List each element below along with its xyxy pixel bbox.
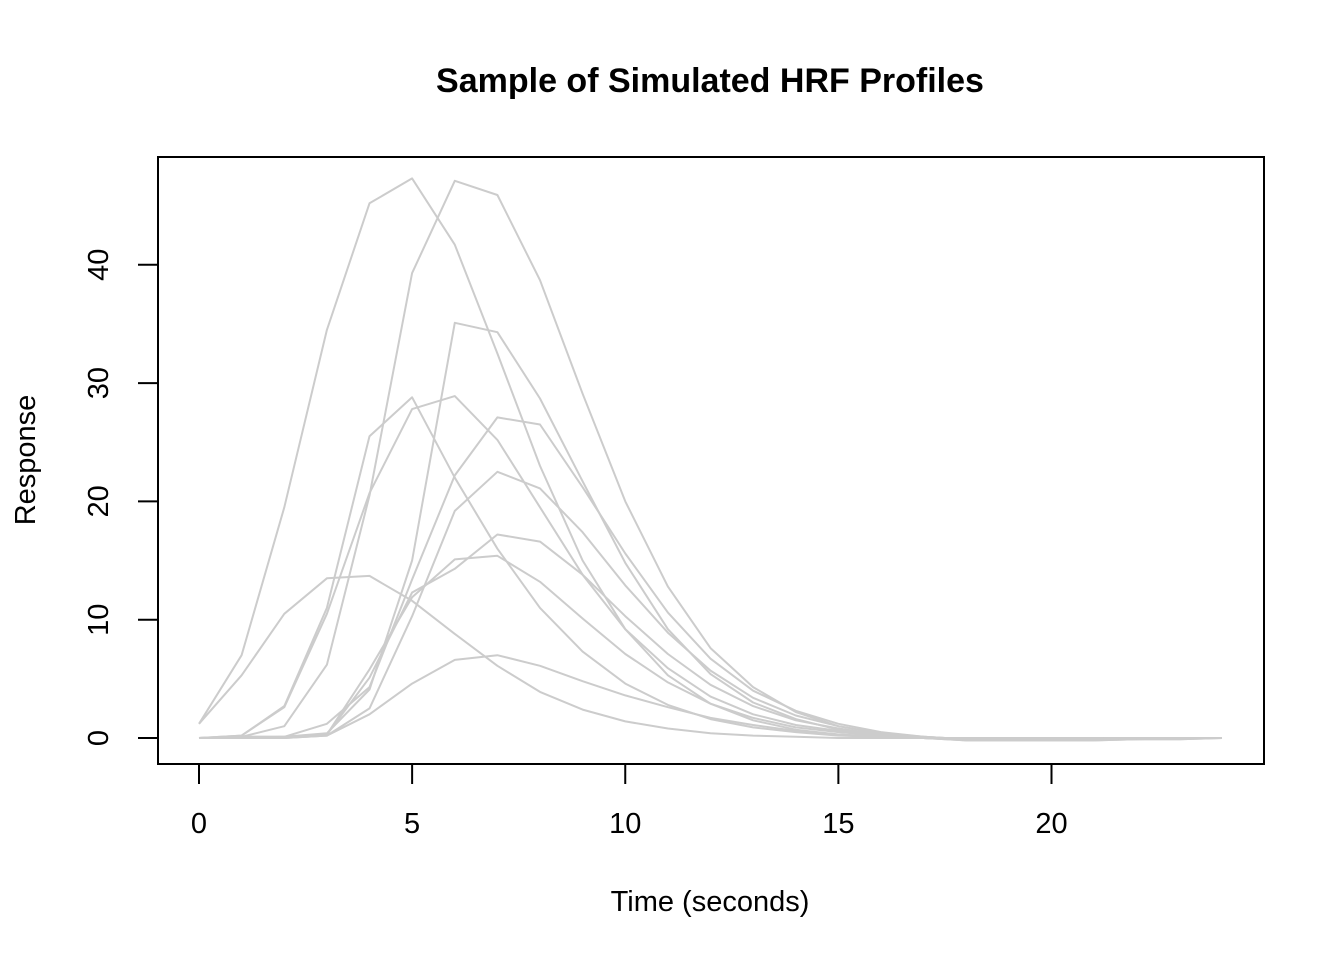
series-line-2 — [198, 179, 1223, 742]
series-layer — [198, 177, 1223, 742]
series-line-5 — [198, 416, 1222, 741]
plot-frame — [157, 156, 1265, 765]
y-tick-label: 0 — [83, 730, 115, 746]
x-tick-label: 20 — [1035, 808, 1067, 840]
y-axis-label: Response — [10, 395, 42, 526]
series-line-6 — [198, 321, 1223, 742]
chart-title: Sample of Simulated HRF Profiles — [436, 62, 984, 100]
series-line-8 — [198, 574, 1222, 739]
y-tick-label: 40 — [83, 249, 115, 281]
x-axis: 0 5 10 15 20 — [191, 763, 1068, 840]
y-tick-label: 20 — [83, 485, 115, 517]
x-axis-label: Time (seconds) — [611, 886, 810, 918]
x-tick-label: 5 — [404, 808, 420, 840]
y-axis: 0 10 20 30 40 — [83, 249, 159, 746]
y-tick-label: 10 — [83, 604, 115, 636]
series-line-11 — [199, 533, 1222, 741]
x-tick-label: 0 — [191, 808, 207, 840]
series-line-4 — [198, 395, 1222, 741]
x-tick-label: 15 — [822, 808, 854, 840]
series-line-1 — [198, 177, 1222, 741]
x-tick-label: 10 — [609, 808, 641, 840]
series-line-3 — [198, 396, 1222, 741]
y-tick-label: 30 — [83, 367, 115, 399]
